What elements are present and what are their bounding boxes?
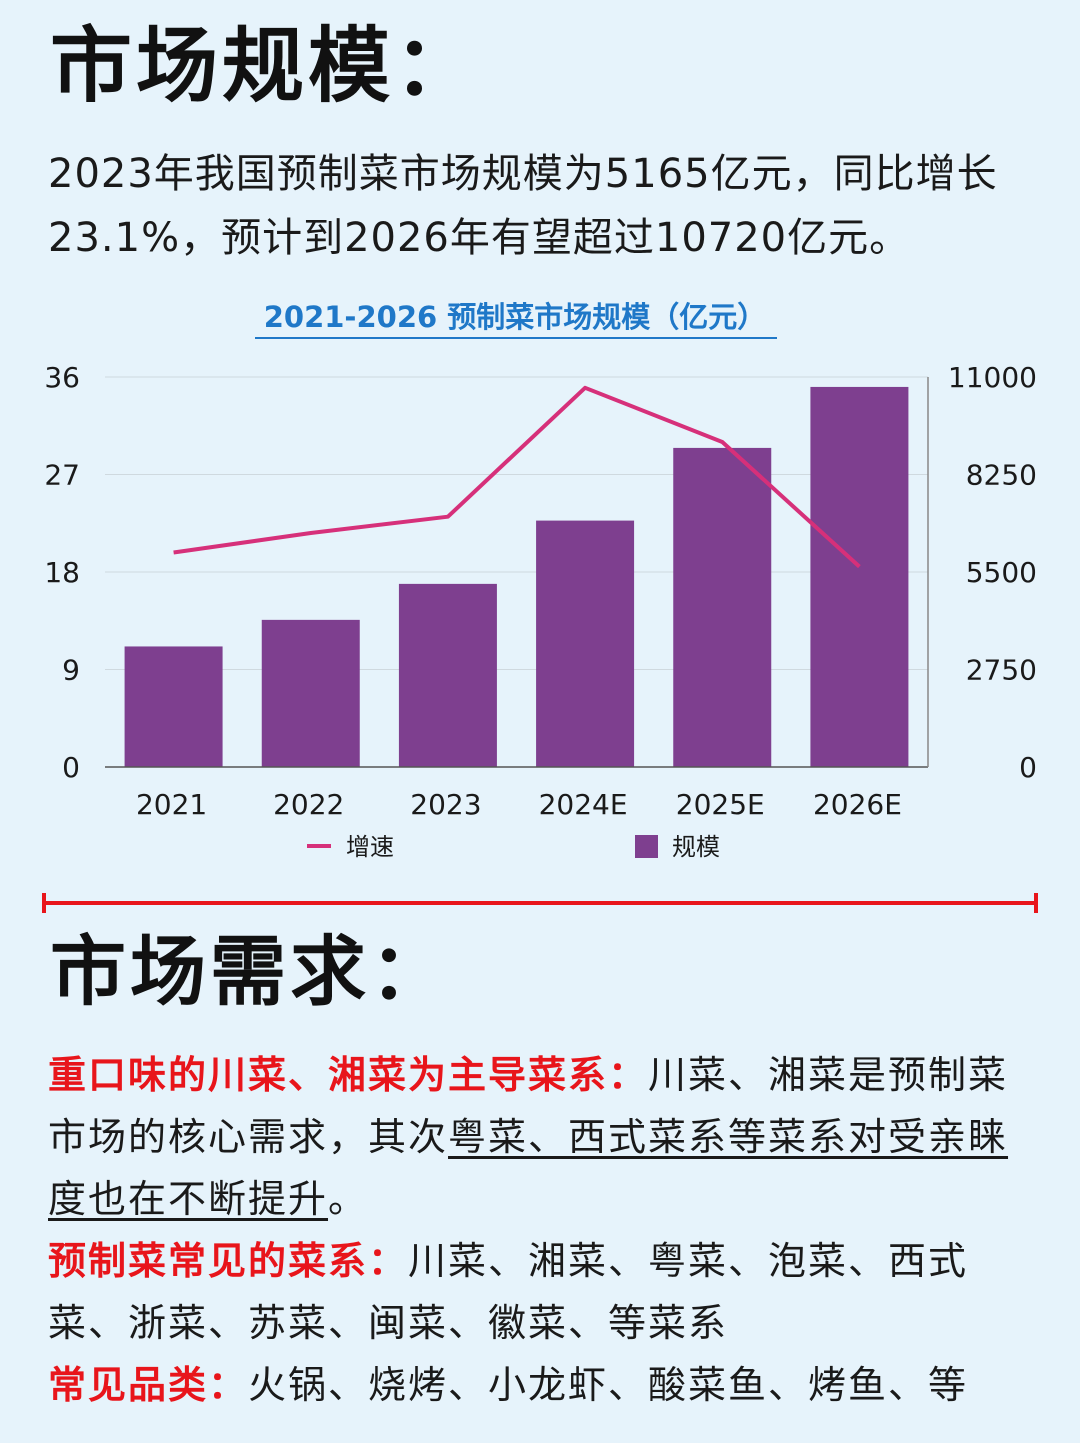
y-left-tick-label: 18 xyxy=(44,556,80,589)
bar-2023 xyxy=(398,583,497,767)
demand-paragraph-1: 重口味的川菜、湘菜为主导菜系：川菜、湘菜是预制菜市场的核心需求，其次粤菜、西式菜… xyxy=(48,1044,1038,1230)
x-tick-label: 2024E xyxy=(539,788,628,821)
section-title-market-demand: 市场需求： xyxy=(50,927,450,1016)
x-tick-label: 2023 xyxy=(410,788,481,821)
bar-2026E xyxy=(810,386,909,767)
market-size-chart: 0 9 18 27 36 0 2750 5500 8250 11000 2021 2022 2023 20… xyxy=(44,300,1037,861)
demand-paragraph-2: 预制菜常见的菜系：川菜、湘菜、粤菜、泡菜、西式菜、浙菜、苏菜、闽菜、徽菜、等菜系 xyxy=(48,1230,1038,1354)
bar-2024E xyxy=(536,520,635,767)
bar-2022 xyxy=(261,619,360,767)
y-right-tick-label: 11000 xyxy=(948,361,1037,394)
y-left-tick-label: 27 xyxy=(44,459,80,492)
growth-rate-line xyxy=(173,385,861,569)
market-size-intro: 2023年我国预制菜市场规模为5165亿元，同比增长23.1%，预计到2026年… xyxy=(48,151,998,261)
market-demand-text: 重口味的川菜、湘菜为主导菜系：川菜、湘菜是预制菜市场的核心需求，其次粤菜、西式菜… xyxy=(48,1044,1038,1416)
demand-underline-text: 粤菜、西式菜系等菜系对受亲睐度也在不断提升 xyxy=(48,1115,1009,1221)
x-tick-label: 2021 xyxy=(136,788,207,821)
demand-paragraph-3: 常见品类：火锅、烧烤、小龙虾、酸菜鱼、烤鱼、等 xyxy=(48,1354,1038,1416)
x-tick-label: 2022 xyxy=(273,788,344,821)
y-left-tick-label: 0 xyxy=(62,751,80,784)
demand-end-1: 。 xyxy=(328,1177,369,1221)
legend-bar-swatch xyxy=(635,835,658,858)
bar-2021 xyxy=(124,646,223,767)
y-right-tick-label: 8250 xyxy=(966,459,1037,492)
demand-label-2: 预制菜常见的菜系： xyxy=(48,1239,409,1283)
demand-label-3: 常见品类： xyxy=(48,1363,249,1407)
y-left-tick-label: 9 xyxy=(62,654,80,687)
demand-text-3: 火锅、烧烤、小龙虾、酸菜鱼、烤鱼、等 xyxy=(248,1363,969,1407)
x-tick-label: 2025E xyxy=(676,788,765,821)
y-right-tick-label: 5500 xyxy=(966,556,1037,589)
x-tick-label: 2026E xyxy=(813,788,902,821)
bar-2025E xyxy=(673,447,772,767)
legend-label-size: 规模 xyxy=(672,833,720,861)
section-divider xyxy=(42,893,1038,913)
y-right-tick-label: 2750 xyxy=(966,654,1037,687)
demand-label-1: 重口味的川菜、湘菜为主导菜系： xyxy=(48,1053,649,1097)
demand-text-1: 川菜、湘菜是预制菜市场的核心需求，其次 xyxy=(48,1053,1009,1159)
section-title-market-size: 市场规模： xyxy=(50,19,481,114)
chart-title: 2021-2026 预制菜市场规模（亿元） xyxy=(264,300,767,334)
demand-text-2: 川菜、湘菜、粤菜、泡菜、西式菜、浙菜、苏菜、闽菜、徽菜、等菜系 xyxy=(48,1239,969,1345)
y-left-tick-label: 36 xyxy=(44,361,80,394)
legend-label-growth: 增速 xyxy=(346,833,394,861)
y-right-tick-label: 0 xyxy=(1019,751,1037,784)
